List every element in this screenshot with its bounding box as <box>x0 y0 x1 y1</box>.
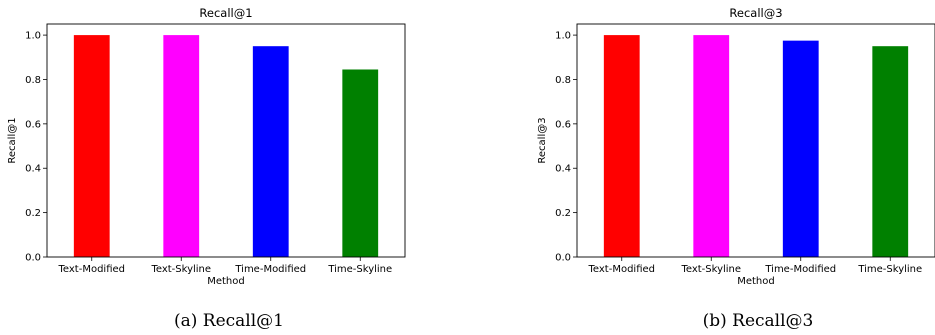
bar-time-skyline <box>872 46 909 257</box>
y-tick-label: 0.2 <box>555 208 571 219</box>
bar-text-modified <box>73 35 110 257</box>
plot-frame <box>46 23 406 258</box>
x-axis-label: Method <box>207 276 245 287</box>
bar-text-modified <box>603 35 640 257</box>
subfigure-caption: (b) Recall@3 <box>703 311 814 331</box>
y-axis-label: Recall@3 <box>537 117 548 163</box>
x-tick-label: Time-Skyline <box>857 264 922 275</box>
y-tick-label: 0.6 <box>555 119 571 130</box>
chart-1: 0.0 0.2 0.4 0.6 0.8 1.0 Text-Modified Text-Skyl… <box>7 6 406 331</box>
x-tick-label: Text-Skyline <box>680 264 741 275</box>
x-tick-label: Text-Skyline <box>150 264 211 275</box>
bar-time-modified <box>782 40 819 258</box>
y-tick-label: 0.2 <box>25 208 41 219</box>
chart-title: Recall@1 <box>199 6 252 20</box>
bar-text-skyline <box>163 35 200 257</box>
y-tick-label: 0.8 <box>555 75 571 86</box>
y-axis-label: Recall@1 <box>7 117 18 163</box>
x-tick-label: Time-Skyline <box>327 264 392 275</box>
y-tick-label: 1.0 <box>555 31 571 42</box>
x-tick-label: Text-Modified <box>57 264 125 275</box>
x-tick-label: Text-Modified <box>587 264 655 275</box>
y-tick-label: 1.0 <box>25 31 41 42</box>
y-tick-label: 0.6 <box>25 119 41 130</box>
chart-2: 0.0 0.2 0.4 0.6 0.8 1.0 Text-Modified Text-Skyl… <box>537 6 935 331</box>
x-tick-label: Time-Modified <box>234 264 306 275</box>
y-tick-label: 0.0 <box>555 253 571 264</box>
y-tick-label: 0.0 <box>25 253 41 264</box>
chart-title: Recall@3 <box>729 6 782 20</box>
y-tick-label: 0.8 <box>25 75 41 86</box>
bar-time-modified <box>252 46 289 257</box>
plot-frame <box>576 23 935 258</box>
x-axis-label: Method <box>737 276 775 287</box>
bar-text-skyline <box>693 35 730 257</box>
y-tick-label: 0.4 <box>25 164 41 175</box>
y-tick-label: 0.4 <box>555 164 571 175</box>
subfigure-caption: (a) Recall@1 <box>174 311 284 331</box>
bar-time-skyline <box>342 69 379 257</box>
x-tick-label: Time-Modified <box>764 264 836 275</box>
